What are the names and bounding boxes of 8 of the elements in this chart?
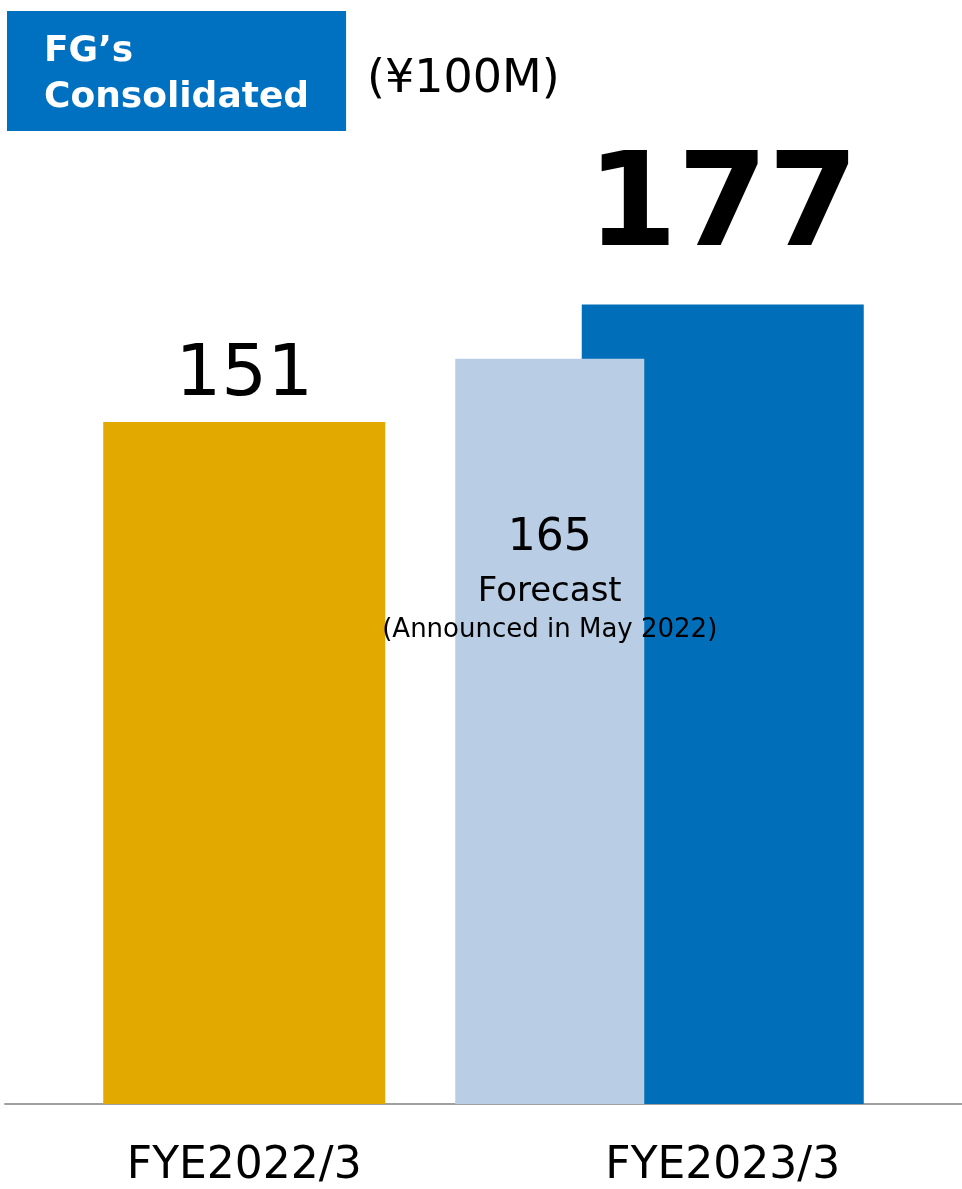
x-tick-label: FYE2023/3 (605, 1136, 841, 1188)
x-tick-label: FYE2022/3 (126, 1136, 362, 1188)
data-label: 151 (175, 327, 313, 412)
chart-title: FG’s Consolidated (44, 27, 310, 115)
series-label: Forecast (477, 568, 622, 609)
data-label: 177 (587, 123, 859, 276)
data-label: 165 (507, 509, 592, 561)
chart-subtitle: (¥100M) (367, 49, 560, 103)
